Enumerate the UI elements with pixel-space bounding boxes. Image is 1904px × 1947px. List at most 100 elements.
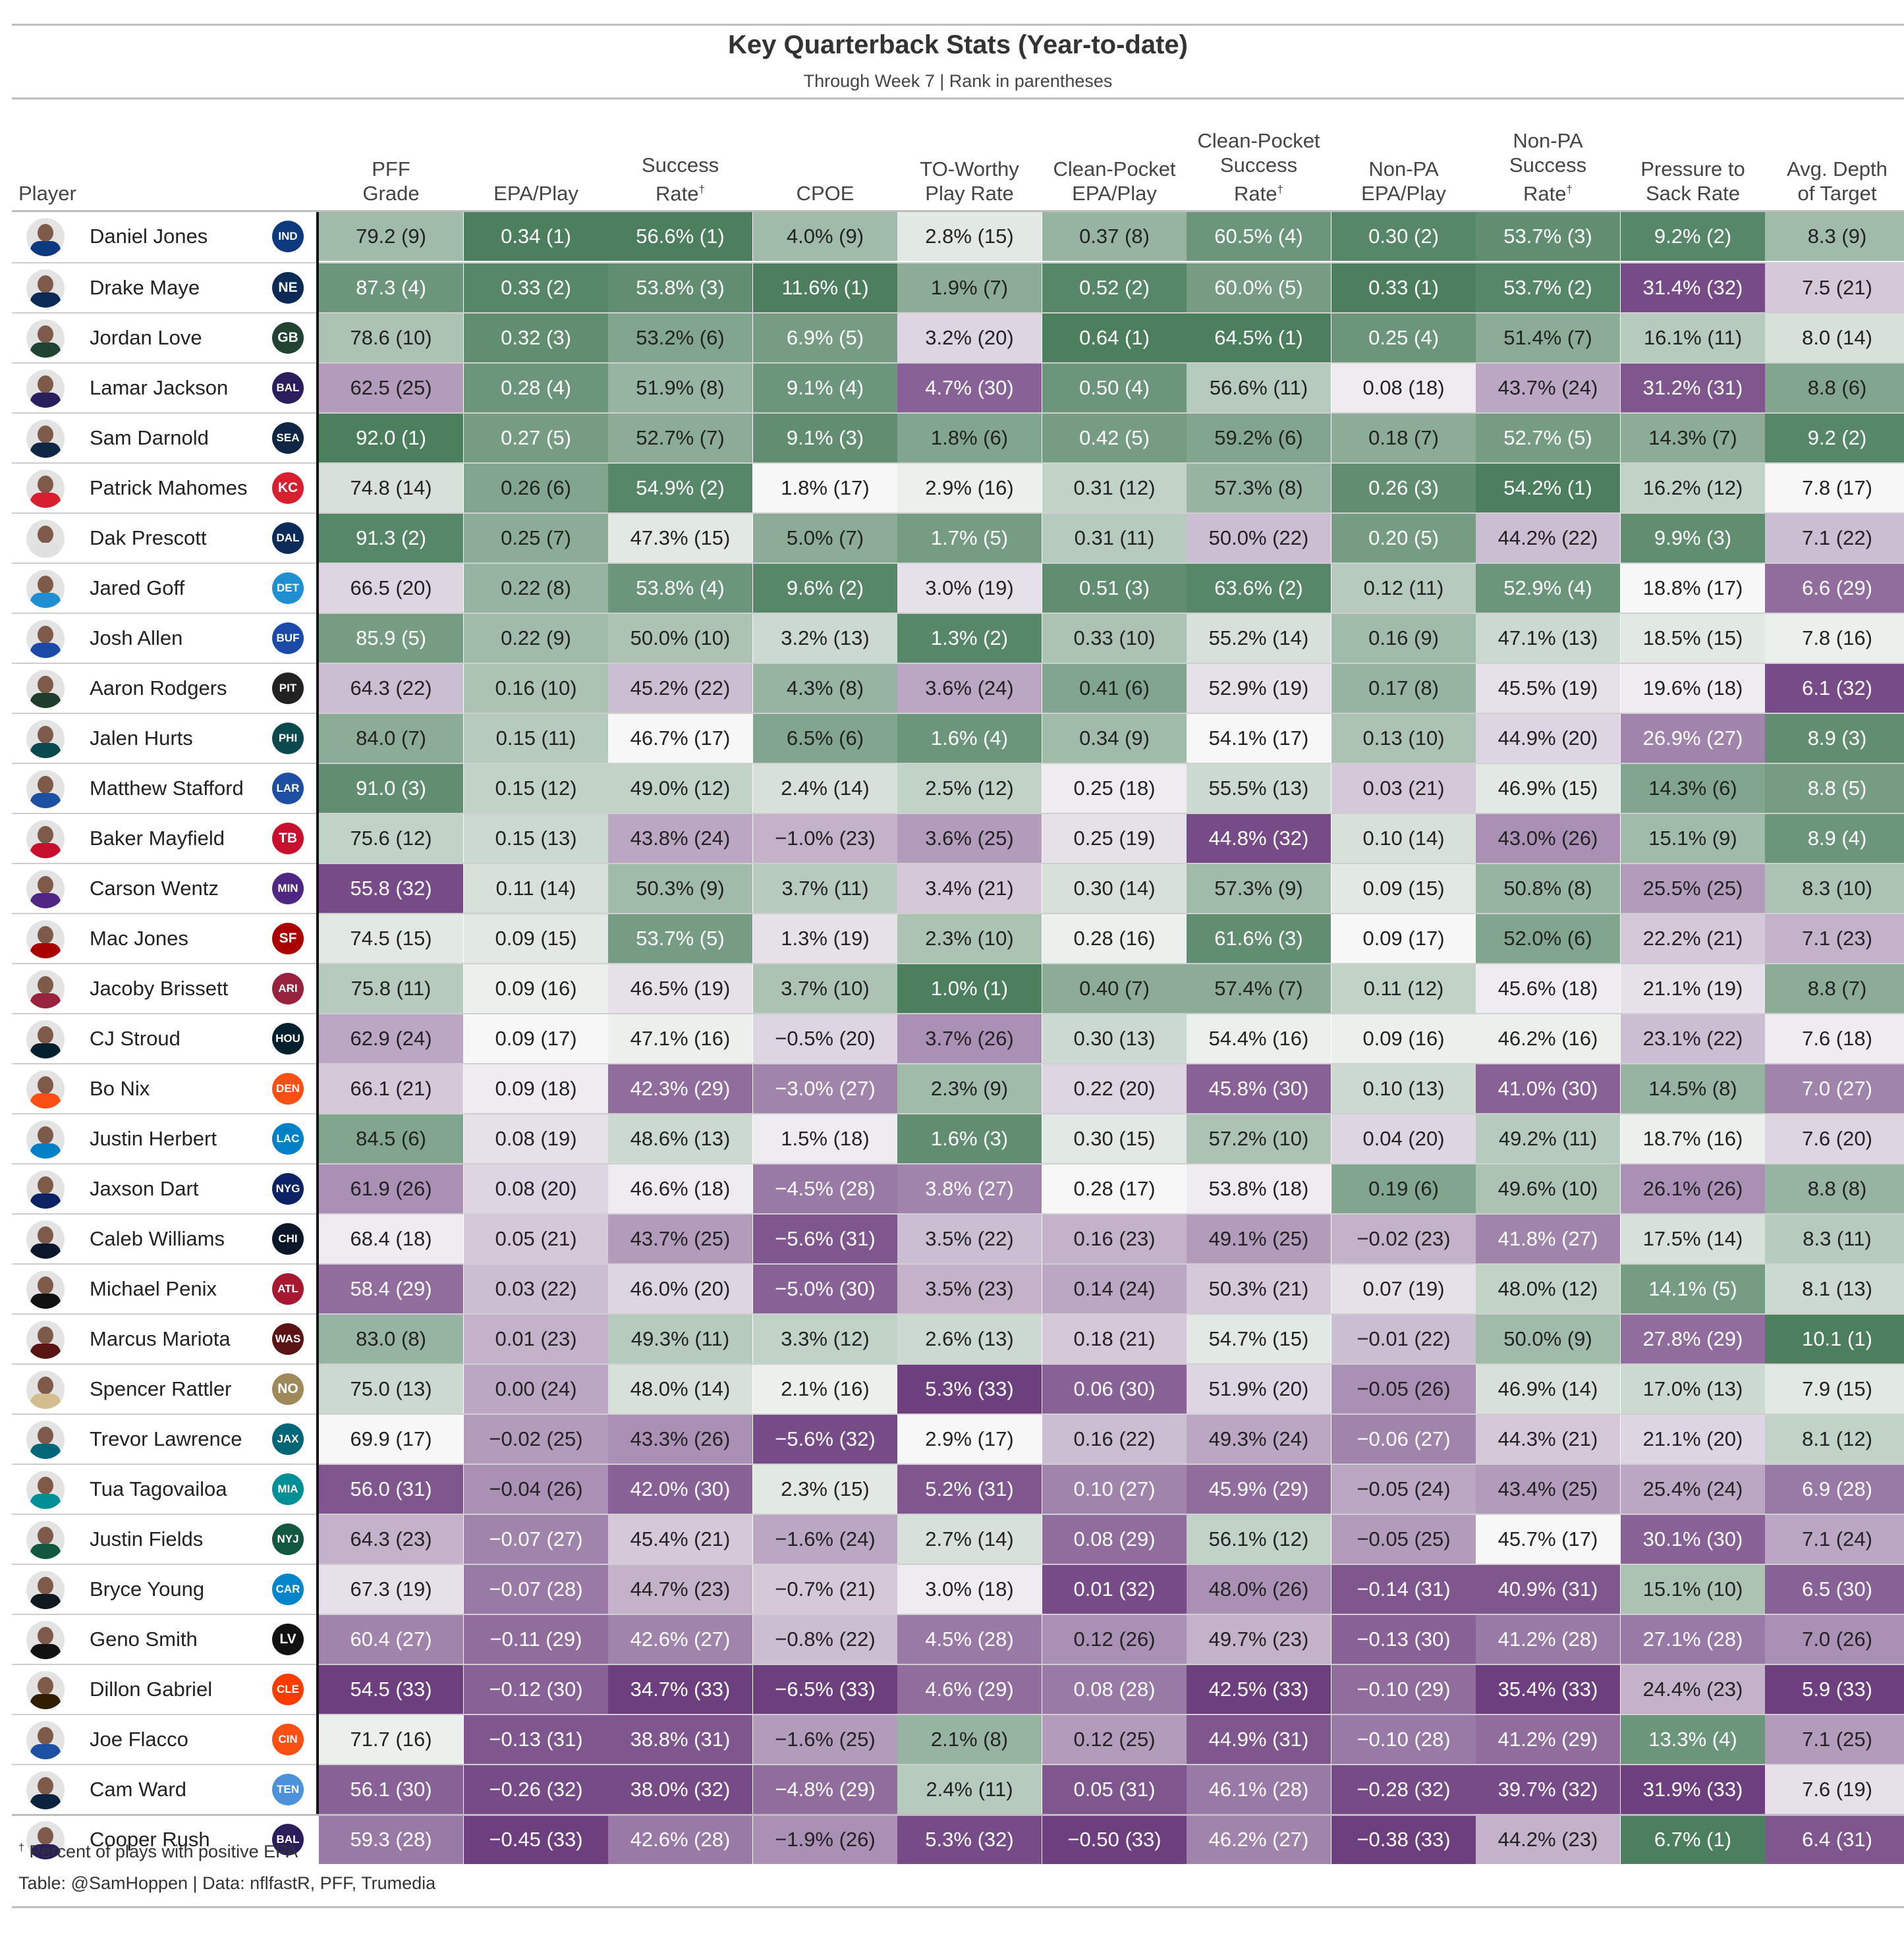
header-npepa: Non-PA EPA/Play xyxy=(1331,157,1476,206)
cell-npsr: 50.8% (8) xyxy=(1476,864,1620,913)
cell-pts: 14.5% (8) xyxy=(1621,1064,1765,1113)
headshot-jersey xyxy=(30,443,61,458)
table-row: Sam Darnold SEA 92.0 (1) 0.27 (5) 52.7% (7) 9… xyxy=(12,412,1904,462)
cell-cpoe: −0.7% (21) xyxy=(753,1565,897,1614)
headshot-jersey xyxy=(30,1394,61,1409)
player-name: Mac Jones xyxy=(90,927,188,950)
cell-pff: 60.4 (27) xyxy=(319,1615,463,1664)
cell-pts: 19.6% (18) xyxy=(1621,664,1765,713)
headshot-head xyxy=(38,1527,53,1545)
player-headshot xyxy=(26,1371,65,1409)
team-logo-icon: NYJ xyxy=(272,1523,304,1555)
headshot-head xyxy=(38,1427,53,1444)
header-player: Player xyxy=(18,182,76,205)
cell-npsr: 44.2% (22) xyxy=(1476,514,1620,562)
cell-cpepa: 0.42 (5) xyxy=(1042,414,1187,462)
cell-npepa: 0.09 (16) xyxy=(1331,1014,1476,1063)
cell-adot: 7.1 (23) xyxy=(1765,914,1904,963)
team-logo-icon: CHI xyxy=(272,1223,304,1255)
headshot-jersey xyxy=(30,593,61,608)
cell-pff: 75.6 (12) xyxy=(319,814,463,863)
player-name: Sam Darnold xyxy=(90,426,209,449)
cell-tow: 3.5% (23) xyxy=(897,1265,1042,1313)
cell-cpepa: 0.37 (8) xyxy=(1042,212,1187,261)
team-logo-icon: DET xyxy=(272,572,304,604)
title-rule xyxy=(12,97,1904,99)
team-logo-icon: TEN xyxy=(272,1774,304,1805)
cell-cpoe: 4.0% (9) xyxy=(753,212,897,261)
headshot-jersey xyxy=(30,393,61,408)
headshot-head xyxy=(38,1327,53,1344)
cell-pts: 6.7% (1) xyxy=(1621,1815,1765,1864)
cell-cpepa: 0.28 (16) xyxy=(1042,914,1187,963)
source-credit: Table: @SamHoppen | Data: nflfastR, PFF,… xyxy=(18,1873,436,1893)
player-name: Joe Flacco xyxy=(90,1728,188,1751)
cell-pts: 9.9% (3) xyxy=(1621,514,1765,562)
cell-pff: 62.9 (24) xyxy=(319,1014,463,1063)
cell-pff: 74.5 (15) xyxy=(319,914,463,963)
team-logo-icon: GB xyxy=(272,322,304,354)
cell-cpepa: 0.25 (19) xyxy=(1042,814,1187,863)
cell-pff: 92.0 (1) xyxy=(319,414,463,462)
table-row: Daniel Jones IND 79.2 (9) 0.34 (1) 56.6% (1)… xyxy=(12,212,1904,262)
cell-npepa: 0.10 (14) xyxy=(1331,814,1476,863)
player-headshot xyxy=(26,1271,65,1309)
cell-tow: 5.2% (31) xyxy=(897,1465,1042,1514)
cell-npepa: 0.09 (15) xyxy=(1331,864,1476,913)
cell-pts: 30.1% (30) xyxy=(1621,1515,1765,1564)
table-row: Patrick Mahomes KC 74.8 (14) 0.26 (6) 54.9% … xyxy=(12,462,1904,512)
table-row: Bryce Young CAR 67.3 (19) −0.07 (28) 44.7% (… xyxy=(12,1564,1904,1614)
cell-adot: 8.1 (12) xyxy=(1765,1415,1904,1464)
cell-adot: 10.1 (1) xyxy=(1765,1315,1904,1363)
cell-cpepa: 0.06 (30) xyxy=(1042,1365,1187,1413)
cell-adot: 9.2 (2) xyxy=(1765,414,1904,462)
headshot-head xyxy=(38,776,53,794)
headshot-jersey xyxy=(30,793,61,808)
cell-cpoe: −5.6% (32) xyxy=(753,1415,897,1464)
cell-npsr: 43.7% (24) xyxy=(1476,364,1620,412)
team-logo-icon: DEN xyxy=(272,1073,304,1105)
header-tow-line: Play Rate xyxy=(925,182,1014,205)
cell-cpepa: 0.40 (7) xyxy=(1042,964,1187,1013)
cell-epa: 0.11 (14) xyxy=(464,864,608,913)
cell-cpoe: 1.8% (17) xyxy=(753,464,897,512)
cell-tow: 1.6% (4) xyxy=(897,714,1042,763)
cell-npsr: 48.0% (12) xyxy=(1476,1265,1620,1313)
table-row: Cam Ward TEN 56.1 (30) −0.26 (32) 38.0% (32)… xyxy=(12,1764,1904,1814)
cell-tow: 3.6% (24) xyxy=(897,664,1042,713)
player-name: Jacoby Brissett xyxy=(90,977,229,1000)
cell-sr: 43.7% (25) xyxy=(608,1215,752,1263)
cell-adot: 7.8 (17) xyxy=(1765,464,1904,512)
cell-cpoe: 9.1% (4) xyxy=(753,364,897,412)
cell-adot: 7.1 (24) xyxy=(1765,1515,1904,1564)
player-name: Jordan Love xyxy=(90,326,202,349)
headshot-jersey xyxy=(30,743,61,758)
cell-cpoe: 6.5% (6) xyxy=(753,714,897,763)
cell-sr: 45.2% (22) xyxy=(608,664,752,713)
player-headshot xyxy=(26,1170,65,1209)
cell-tow: 3.5% (22) xyxy=(897,1215,1042,1263)
header-npsr: Non-PA Success Rate† xyxy=(1476,128,1620,206)
headshot-jersey xyxy=(30,1093,61,1109)
cell-pts: 31.9% (33) xyxy=(1621,1765,1765,1814)
cell-epa: 0.08 (19) xyxy=(464,1114,608,1163)
headshot-jersey xyxy=(30,1244,61,1259)
player-name: Tua Tagovailoa xyxy=(90,1477,227,1500)
cell-tow: 3.2% (20) xyxy=(897,314,1042,362)
cell-epa: 0.22 (8) xyxy=(464,564,608,613)
cell-adot: 7.1 (22) xyxy=(1765,514,1904,562)
cell-npepa: 0.09 (17) xyxy=(1331,914,1476,963)
cell-cpsr: 51.9% (20) xyxy=(1187,1365,1331,1413)
cell-sr: 53.8% (3) xyxy=(608,263,752,312)
player-name: Josh Allen xyxy=(90,626,183,649)
cell-adot: 6.9 (28) xyxy=(1765,1465,1904,1514)
headshot-head xyxy=(38,476,53,493)
cell-pff: 84.0 (7) xyxy=(319,714,463,763)
cell-sr: 47.1% (16) xyxy=(608,1014,752,1063)
cell-cpepa: 0.08 (28) xyxy=(1042,1665,1187,1714)
cell-npepa: −0.10 (28) xyxy=(1331,1715,1476,1764)
cell-cpoe: 1.3% (19) xyxy=(753,914,897,963)
cell-npepa: 0.10 (13) xyxy=(1331,1064,1476,1113)
header-cpepa-line: EPA/Play xyxy=(1072,182,1157,205)
cell-adot: 8.3 (10) xyxy=(1765,864,1904,913)
